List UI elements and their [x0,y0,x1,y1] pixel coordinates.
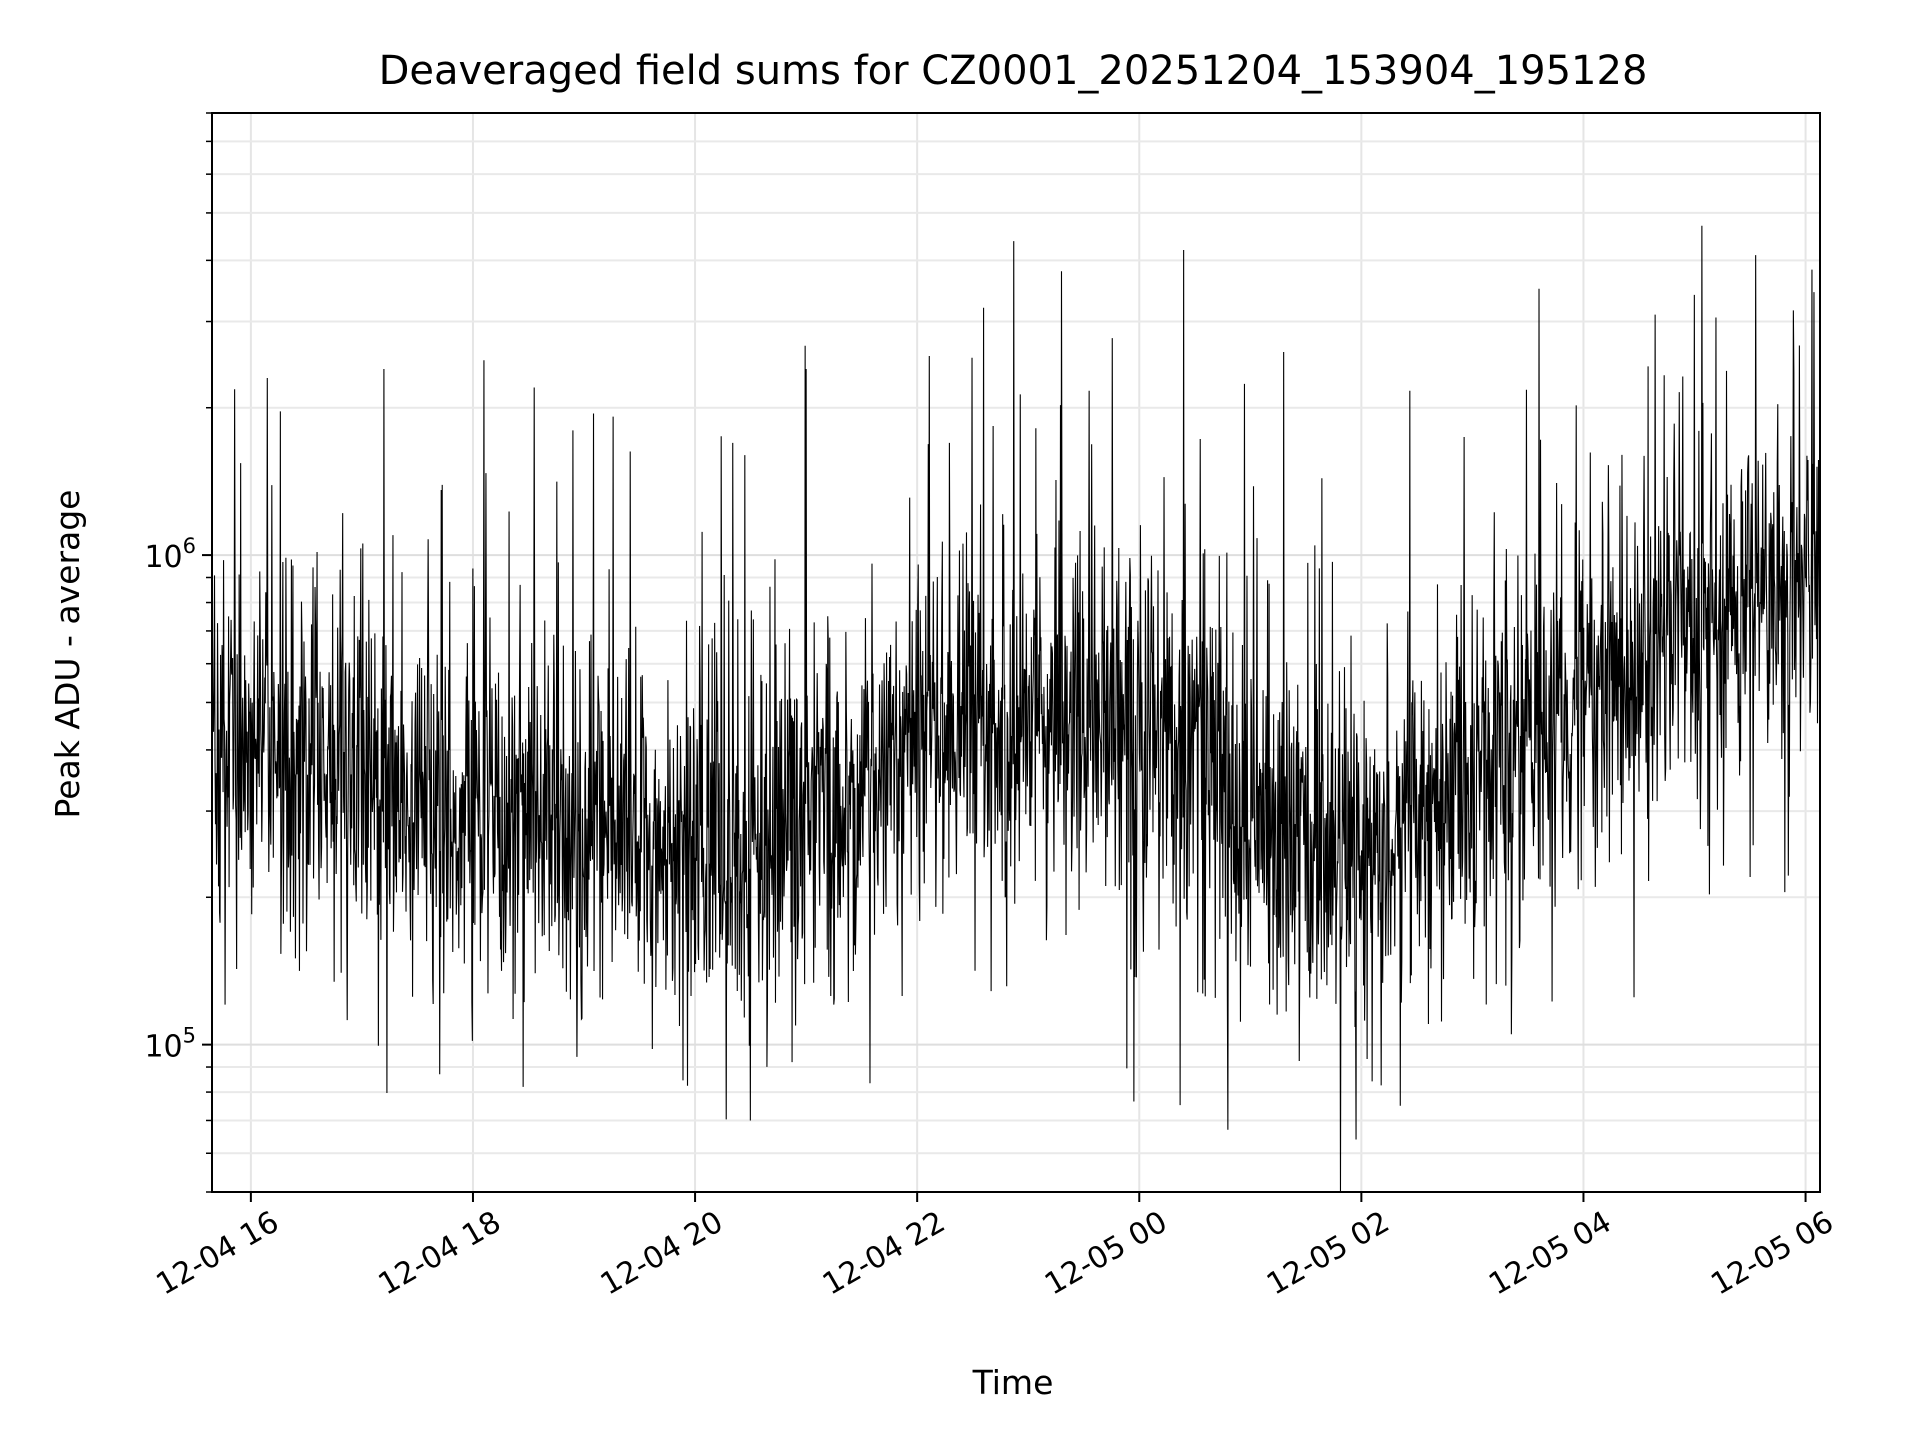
plot-frame [211,112,1821,1193]
x-axis-label: Time [972,1363,1054,1402]
series-group [211,174,1821,1193]
chart-title: Deaveraged field sums for CZ0001_2025120… [379,48,1648,94]
y-tick-label-1: 106 [144,534,196,575]
y-axis-ticks: 105 106 [144,112,212,1193]
series-line [211,174,1821,1193]
y-tick-label-0: 105 [144,1024,196,1065]
y-axis-label: Peak ADU - average [48,490,87,819]
